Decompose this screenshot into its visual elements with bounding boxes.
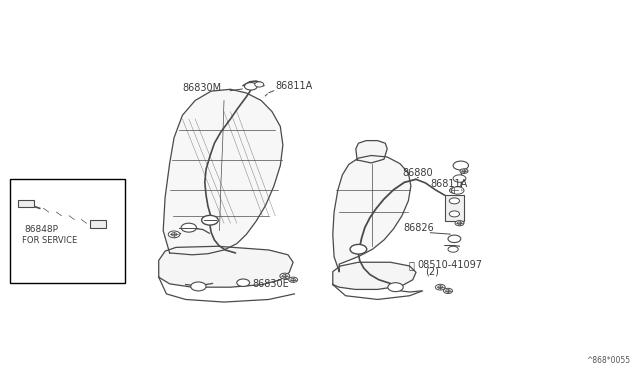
Text: FOR SERVICE: FOR SERVICE bbox=[22, 235, 77, 244]
Polygon shape bbox=[159, 246, 293, 287]
Circle shape bbox=[460, 169, 468, 173]
Text: 86848P: 86848P bbox=[24, 225, 58, 234]
Circle shape bbox=[449, 198, 460, 204]
Circle shape bbox=[448, 246, 458, 252]
Circle shape bbox=[453, 175, 466, 182]
Bar bbox=[90, 220, 106, 228]
Circle shape bbox=[280, 273, 290, 279]
Circle shape bbox=[168, 231, 180, 238]
Circle shape bbox=[444, 288, 452, 294]
Circle shape bbox=[457, 222, 462, 224]
Circle shape bbox=[237, 279, 250, 286]
Bar bbox=[445, 195, 464, 221]
Polygon shape bbox=[333, 155, 411, 272]
Text: 86880: 86880 bbox=[402, 167, 433, 177]
Circle shape bbox=[171, 232, 177, 236]
Circle shape bbox=[202, 215, 218, 225]
Circle shape bbox=[350, 244, 367, 254]
Circle shape bbox=[453, 161, 468, 170]
Circle shape bbox=[435, 284, 445, 290]
Circle shape bbox=[255, 82, 264, 87]
Circle shape bbox=[451, 187, 464, 194]
Circle shape bbox=[388, 283, 403, 292]
Circle shape bbox=[244, 83, 257, 90]
Polygon shape bbox=[333, 262, 416, 289]
Text: 86830E: 86830E bbox=[253, 279, 289, 289]
Text: 08510-41097: 08510-41097 bbox=[417, 260, 483, 270]
Text: 86830M: 86830M bbox=[182, 83, 221, 93]
Circle shape bbox=[462, 170, 466, 172]
Circle shape bbox=[448, 235, 461, 243]
Text: 86811A: 86811A bbox=[430, 179, 467, 189]
Circle shape bbox=[282, 275, 287, 278]
Text: Ⓢ: Ⓢ bbox=[408, 260, 414, 270]
Circle shape bbox=[449, 187, 460, 193]
Polygon shape bbox=[163, 89, 283, 255]
Circle shape bbox=[445, 289, 451, 292]
Circle shape bbox=[449, 211, 460, 217]
Circle shape bbox=[452, 189, 457, 192]
Circle shape bbox=[181, 223, 196, 232]
Circle shape bbox=[438, 286, 443, 289]
Text: 86826: 86826 bbox=[403, 222, 434, 232]
Circle shape bbox=[455, 221, 464, 226]
Polygon shape bbox=[356, 141, 387, 163]
Circle shape bbox=[289, 277, 298, 282]
Text: (2): (2) bbox=[426, 266, 440, 276]
Text: 86811A: 86811A bbox=[275, 80, 312, 90]
Bar bbox=[10, 179, 125, 283]
Circle shape bbox=[191, 282, 206, 291]
Bar bbox=[18, 200, 34, 207]
Circle shape bbox=[291, 278, 296, 281]
Text: ^868*0055: ^868*0055 bbox=[586, 356, 630, 365]
